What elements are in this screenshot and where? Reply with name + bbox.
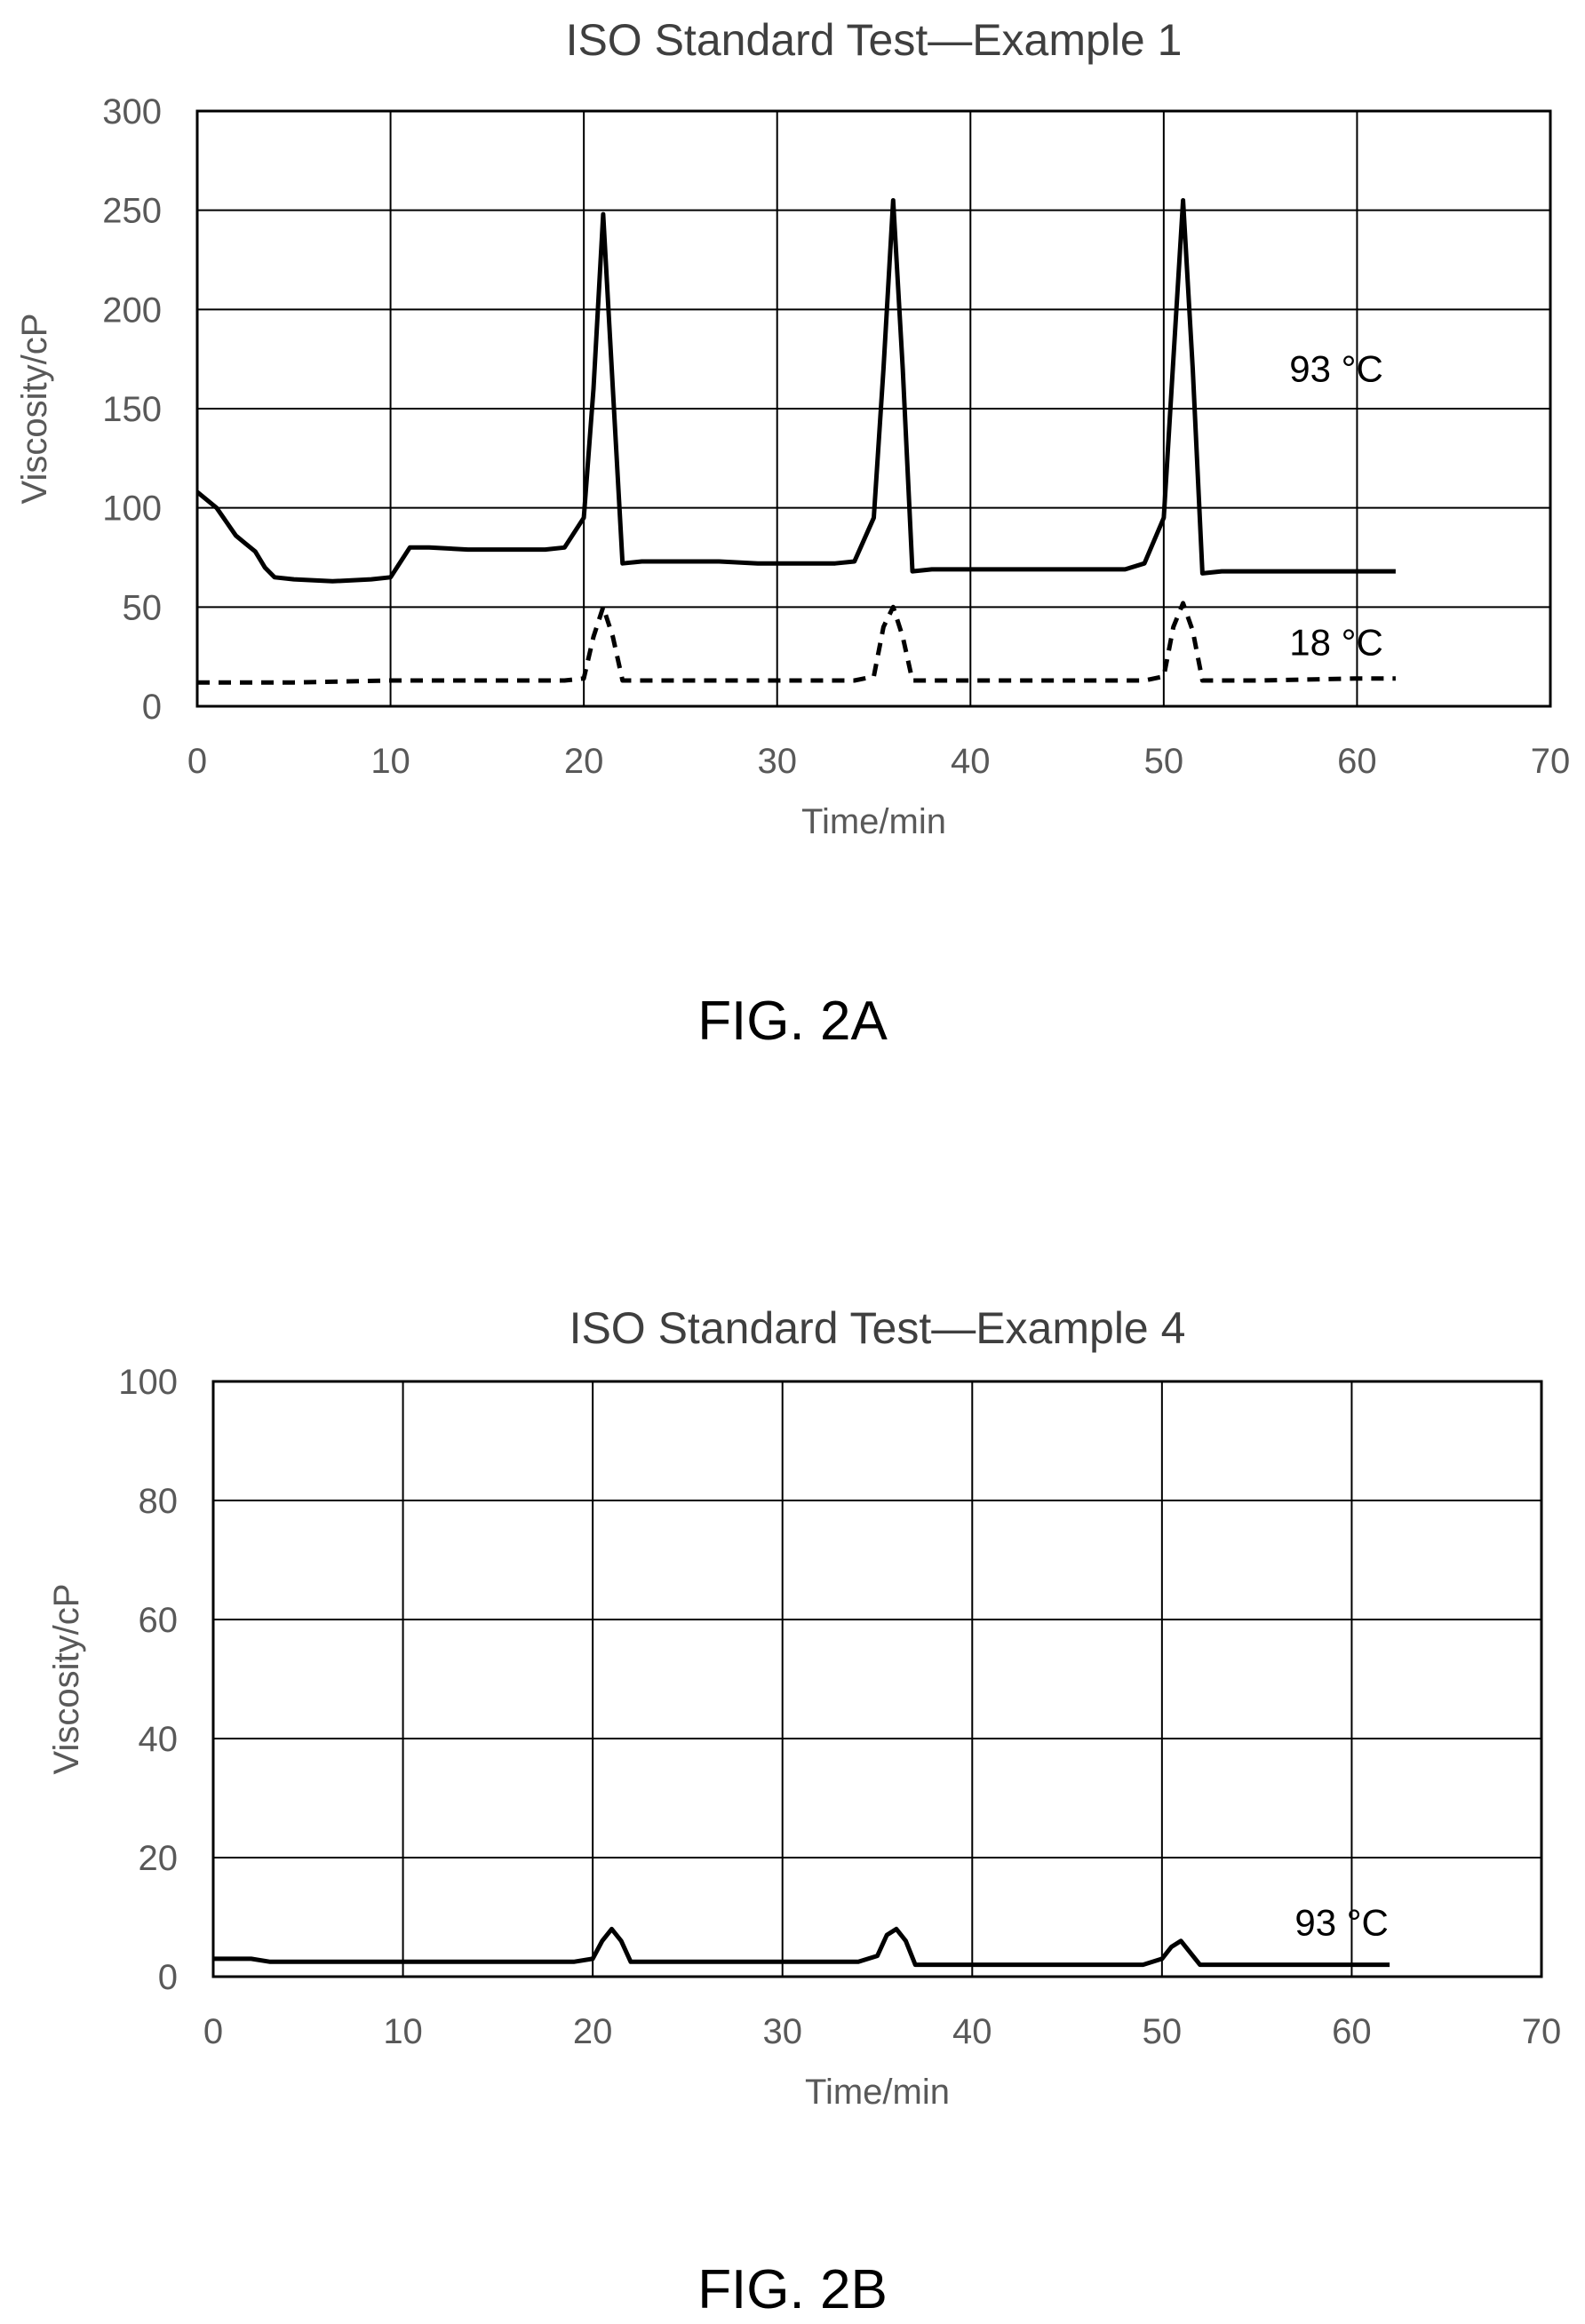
y-tick-label: 0 xyxy=(142,688,162,727)
x-tick-label: 50 xyxy=(1143,2012,1183,2051)
y-tick-label: 60 xyxy=(139,1601,179,1640)
x-tick-label: 20 xyxy=(573,2012,613,2051)
series-line-dashed xyxy=(197,601,1396,685)
x-tick-label: 70 xyxy=(1522,2012,1562,2051)
x-tick-label: 40 xyxy=(951,742,991,781)
x-tick-label: 30 xyxy=(762,2012,802,2051)
y-tick-label: 100 xyxy=(118,1363,178,1402)
x-tick-label: 10 xyxy=(383,2012,423,2051)
plot-frame xyxy=(211,1380,1543,1978)
x-axis-label: Time/min xyxy=(805,2073,950,2112)
series-line-solid xyxy=(213,1926,1390,1968)
y-tick-label: 0 xyxy=(158,1958,178,1997)
curve-annotation: 93 °C xyxy=(1289,347,1383,389)
curve-annotation: 18 °C xyxy=(1289,622,1383,664)
y-tick-label: 50 xyxy=(123,588,163,627)
x-tick-label: 60 xyxy=(1337,742,1377,781)
y-axis-label: Viscosity/cP xyxy=(47,1584,86,1775)
figure-label: FIG. 2A xyxy=(697,991,888,1052)
x-tick-label: 20 xyxy=(564,742,604,781)
x-tick-label: 70 xyxy=(1531,742,1571,781)
y-tick-label: 200 xyxy=(102,290,162,330)
x-tick-label: 0 xyxy=(203,2012,223,2051)
y-axis-label: Viscosity/cP xyxy=(15,314,54,505)
x-tick-label: 10 xyxy=(370,742,410,781)
y-tick-label: 20 xyxy=(139,1839,179,1878)
plot-frame xyxy=(195,109,1552,708)
y-tick-label: 100 xyxy=(102,489,162,529)
y-tick-label: 300 xyxy=(102,92,162,131)
figure-label: FIG. 2B xyxy=(697,2259,888,2320)
curve-annotation: 93 °C xyxy=(1294,1902,1389,1944)
x-tick-label: 0 xyxy=(187,742,207,781)
y-tick-label: 250 xyxy=(102,192,162,231)
y-tick-label: 40 xyxy=(139,1720,179,1759)
x-tick-label: 60 xyxy=(1332,2012,1372,2051)
y-tick-label: 80 xyxy=(139,1482,179,1521)
chart-title: ISO Standard Test—Example 1 xyxy=(566,15,1183,65)
y-tick-label: 150 xyxy=(102,390,162,429)
chart-title: ISO Standard Test—Example 4 xyxy=(569,1303,1186,1353)
x-tick-label: 40 xyxy=(952,2012,992,2051)
x-axis-label: Time/min xyxy=(801,802,946,841)
x-tick-label: 30 xyxy=(757,742,797,781)
series-line-solid xyxy=(195,198,1396,584)
x-tick-label: 50 xyxy=(1144,742,1184,781)
